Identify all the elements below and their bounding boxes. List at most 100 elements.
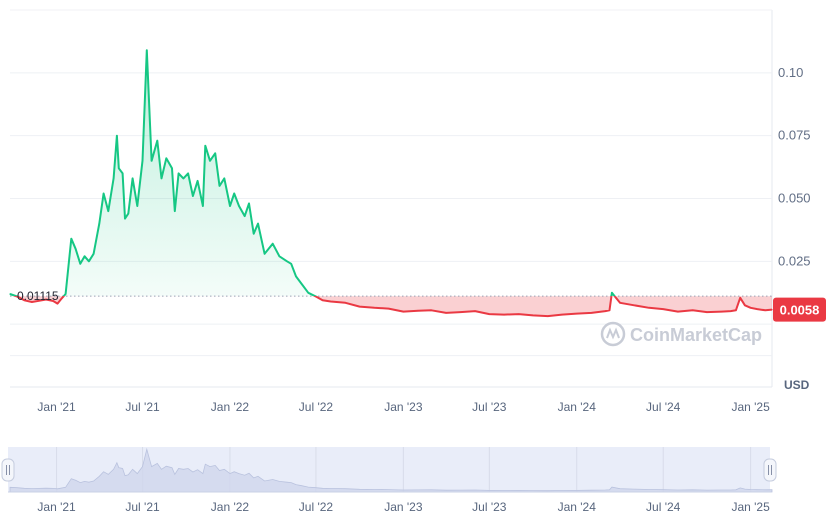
data-point — [750, 307, 752, 309]
data-point — [278, 255, 280, 257]
data-point — [127, 212, 129, 215]
data-point — [38, 300, 40, 302]
data-point — [445, 312, 447, 314]
data-point — [202, 205, 204, 207]
data-point — [307, 292, 309, 294]
navigator-left-handle[interactable] — [1, 458, 15, 482]
data-point — [121, 172, 124, 174]
data-point — [272, 243, 274, 245]
data-point — [223, 177, 225, 179]
navigator-x-tick-label: Jan '21 — [37, 500, 76, 514]
data-point — [52, 300, 54, 302]
data-point — [233, 192, 235, 195]
x-tick-label: Jan '22 — [211, 400, 250, 414]
data-point — [197, 180, 199, 182]
data-point — [116, 135, 118, 137]
data-point — [16, 295, 18, 298]
data-point — [218, 185, 221, 187]
data-point — [590, 312, 593, 314]
watermark-text: CoinMarketCap — [630, 325, 762, 345]
axis-labels: 0.025 0.050 0.075 0.10 Jan '21 Jul '21 Jan '22… — [17, 65, 826, 414]
data-point — [107, 210, 109, 212]
data-point — [56, 302, 59, 305]
data-point — [9, 293, 11, 295]
data-point — [60, 298, 62, 301]
data-point — [735, 309, 737, 311]
data-point — [257, 223, 259, 225]
data-point — [160, 177, 163, 179]
navigator-x-tick-label: Jul '21 — [125, 500, 160, 514]
data-point — [45, 298, 47, 301]
data-point — [238, 205, 240, 207]
baseline-label: 0.01115 — [17, 289, 59, 303]
data-point — [264, 253, 266, 255]
data-point — [730, 310, 732, 312]
data-point — [171, 167, 173, 169]
data-point — [576, 313, 578, 315]
current-price-tag — [773, 297, 826, 322]
data-point — [253, 233, 255, 235]
data-point — [74, 248, 77, 250]
data-point — [286, 260, 288, 262]
data-point — [619, 302, 621, 304]
data-point — [503, 314, 505, 316]
data-point — [739, 297, 741, 299]
handle-grip[interactable] — [1, 458, 15, 482]
data-point — [93, 253, 95, 255]
current-price-label: 0.0058 — [780, 303, 820, 318]
data-point — [98, 223, 100, 225]
data-point — [156, 140, 158, 142]
x-tick-label: Jul '24 — [646, 400, 681, 414]
data-point — [648, 307, 650, 309]
data-point — [182, 177, 184, 179]
coinmarketcap-watermark: CoinMarketCap — [600, 321, 762, 347]
data-point — [771, 308, 773, 311]
data-point — [561, 314, 563, 316]
y-tick-label: 0.050 — [778, 191, 811, 206]
data-point — [359, 305, 361, 308]
data-point — [165, 157, 167, 159]
data-point — [102, 192, 105, 195]
data-point — [744, 304, 746, 306]
data-point — [402, 311, 404, 313]
x-tick-label: Jan '24 — [558, 400, 597, 414]
navigator-x-tick-label: Jul '22 — [299, 500, 334, 514]
range-navigator[interactable]: Jan '21 Jul '21 Jan '22 Jul '22 Jan '23 Jul '… — [1, 447, 777, 514]
data-point — [301, 283, 303, 285]
price-area — [10, 50, 772, 317]
y-tick-label: 0.075 — [778, 128, 811, 143]
data-point — [209, 160, 211, 162]
data-point — [174, 210, 176, 212]
line-below-baseline — [13, 296, 773, 318]
data-point — [721, 311, 723, 313]
navigator-x-tick-label: Jan '22 — [211, 500, 250, 514]
data-point — [229, 205, 231, 207]
navigator-x-tick-label: Jan '23 — [384, 500, 423, 514]
navigator-x-tick-label: Jul '23 — [472, 500, 507, 514]
y-tick-label: 0.10 — [778, 65, 803, 80]
data-point — [547, 315, 549, 317]
price-line — [9, 49, 773, 318]
data-point — [150, 160, 153, 162]
data-point — [373, 307, 375, 309]
handle-grip[interactable] — [763, 458, 777, 482]
data-point — [677, 311, 679, 313]
data-point — [248, 202, 250, 205]
data-point — [315, 295, 317, 298]
data-point — [706, 311, 708, 313]
data-point — [518, 313, 520, 315]
navigator-x-tick-label: Jan '25 — [731, 500, 770, 514]
data-point — [474, 310, 476, 312]
data-point — [532, 314, 534, 316]
navigator-right-handle[interactable] — [763, 458, 777, 482]
data-point — [321, 299, 324, 301]
data-point — [112, 177, 115, 179]
x-tick-label: Jan '21 — [37, 400, 76, 414]
data-point — [214, 152, 216, 154]
data-point — [430, 309, 432, 311]
data-point — [764, 309, 766, 311]
coinmarketcap-logo-mark — [606, 327, 620, 340]
data-point — [756, 308, 758, 310]
